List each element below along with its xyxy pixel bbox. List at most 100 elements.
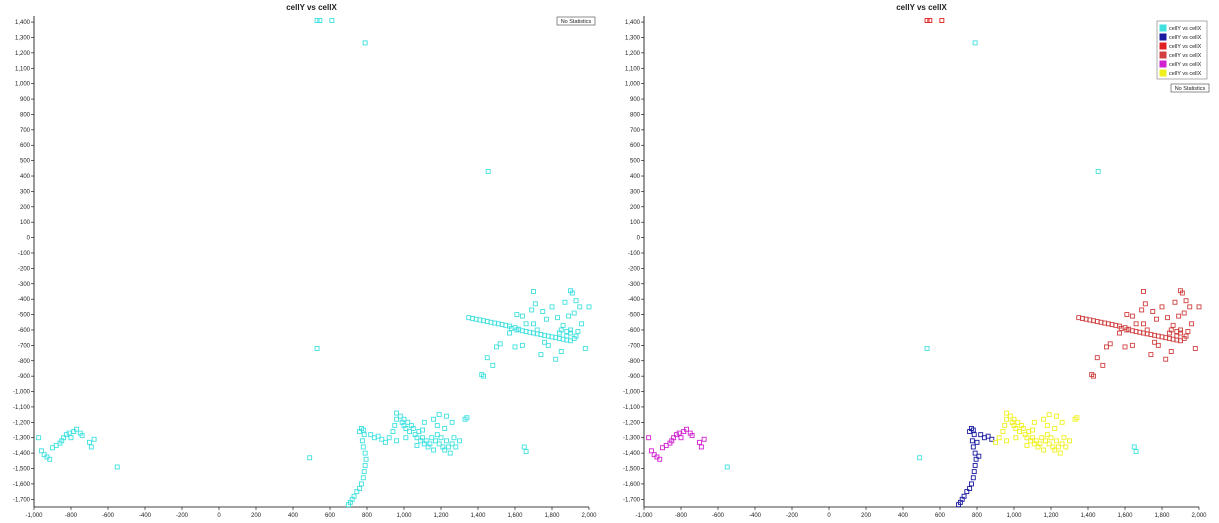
y-tick-label: 700: [630, 128, 641, 134]
y-tick-label: -1,300: [13, 436, 31, 442]
y-tick-label: 1,100: [15, 66, 31, 72]
data-point: [1091, 373, 1096, 379]
data-point: [534, 327, 540, 333]
data-point: [1117, 330, 1122, 336]
data-point: [1020, 426, 1026, 431]
data-point: [497, 341, 503, 347]
data-point: [678, 435, 684, 441]
x-tick-label: 600: [325, 513, 336, 519]
data-point: [1039, 435, 1045, 441]
data-point: [307, 455, 313, 461]
y-tick-label: 0: [27, 236, 31, 242]
data-point: [397, 413, 403, 419]
data-point: [1129, 313, 1135, 319]
data-point: [431, 416, 437, 422]
data-point: [989, 436, 995, 442]
data-point: [924, 345, 930, 351]
data-point: [939, 18, 945, 23]
x-tick-label: 0: [217, 513, 221, 519]
x-tick-label: 600: [935, 513, 946, 519]
y-tick-label: -700: [628, 343, 641, 349]
y-tick-label: 900: [630, 97, 641, 103]
x-tick-label: 0: [827, 513, 831, 519]
data-point: [394, 410, 400, 416]
y-tick-label: 1,300: [15, 35, 31, 41]
data-point: [420, 435, 425, 441]
x-tick-label: 1,800: [544, 513, 560, 519]
data-point: [1176, 313, 1182, 319]
data-point: [529, 307, 535, 313]
y-tick-label: -200: [628, 266, 641, 272]
y-tick-label: 1,000: [15, 82, 31, 88]
data-point: [1024, 435, 1030, 441]
y-tick-label: 1,300: [625, 35, 641, 41]
data-point: [646, 435, 652, 441]
chart-title: cellY vs cellX: [286, 3, 337, 12]
data-point: [436, 412, 442, 418]
data-point: [1095, 168, 1101, 174]
data-point: [1054, 413, 1059, 419]
y-tick-label: -1,600: [623, 482, 641, 488]
x-tick-label: -400: [139, 513, 152, 519]
data-point: [689, 432, 695, 438]
y-tick-label: -700: [18, 343, 31, 349]
data-point: [423, 438, 429, 444]
y-tick-label: 800: [20, 112, 31, 118]
data-point: [79, 432, 85, 438]
data-point: [88, 444, 94, 450]
data-point: [1183, 298, 1189, 304]
data-point: [1044, 422, 1050, 428]
data-point: [577, 304, 583, 310]
data-point: [1030, 435, 1035, 441]
data-point: [1107, 341, 1113, 347]
data-point: [917, 455, 923, 461]
data-point: [1124, 312, 1130, 318]
data-point: [967, 429, 973, 435]
data-point: [47, 456, 53, 462]
legend-swatch: [1159, 51, 1167, 59]
data-point: [1067, 438, 1072, 444]
data-point: [697, 439, 702, 445]
data-point: [560, 322, 566, 328]
data-point: [971, 469, 977, 475]
data-point: [451, 435, 457, 441]
y-tick-label: 900: [20, 97, 31, 103]
data-point: [993, 439, 998, 445]
data-point: [972, 40, 978, 46]
data-point: [978, 432, 984, 438]
legend-swatch: [1159, 69, 1167, 77]
data-point: [91, 436, 97, 442]
data-point: [1141, 321, 1146, 327]
data-point: [1155, 342, 1161, 348]
data-point: [956, 502, 961, 508]
data-point: [442, 447, 448, 453]
x-tick-label: -800: [65, 513, 78, 519]
data-point: [1054, 438, 1059, 444]
y-tick-label: 1,000: [625, 82, 641, 88]
data-point: [969, 438, 975, 444]
data-point: [1181, 310, 1187, 316]
x-tick-label: 1,200: [433, 513, 449, 519]
data-point: [575, 329, 581, 334]
y-tick-label: -1,100: [13, 405, 31, 411]
y-tick-label: -1,200: [623, 420, 641, 426]
data-point: [444, 413, 449, 419]
data-point: [544, 316, 549, 322]
data-point: [1178, 327, 1183, 333]
y-tick-label: 1,200: [625, 51, 641, 57]
data-point: [1159, 304, 1165, 310]
data-point: [375, 433, 381, 439]
y-tick-label: -500: [628, 313, 641, 319]
legend-swatch: [1159, 24, 1167, 32]
y-tick-label: 0: [637, 236, 641, 242]
data-point: [514, 312, 520, 318]
data-point: [1033, 438, 1039, 444]
data-point: [114, 464, 120, 470]
x-tick-label: -600: [712, 513, 725, 519]
data-point: [1004, 416, 1010, 422]
data-point: [445, 444, 451, 450]
x-tick-label: 400: [898, 513, 909, 519]
data-point: [1002, 422, 1008, 428]
y-tick-label: -1,100: [623, 405, 641, 411]
data-point: [485, 168, 491, 174]
